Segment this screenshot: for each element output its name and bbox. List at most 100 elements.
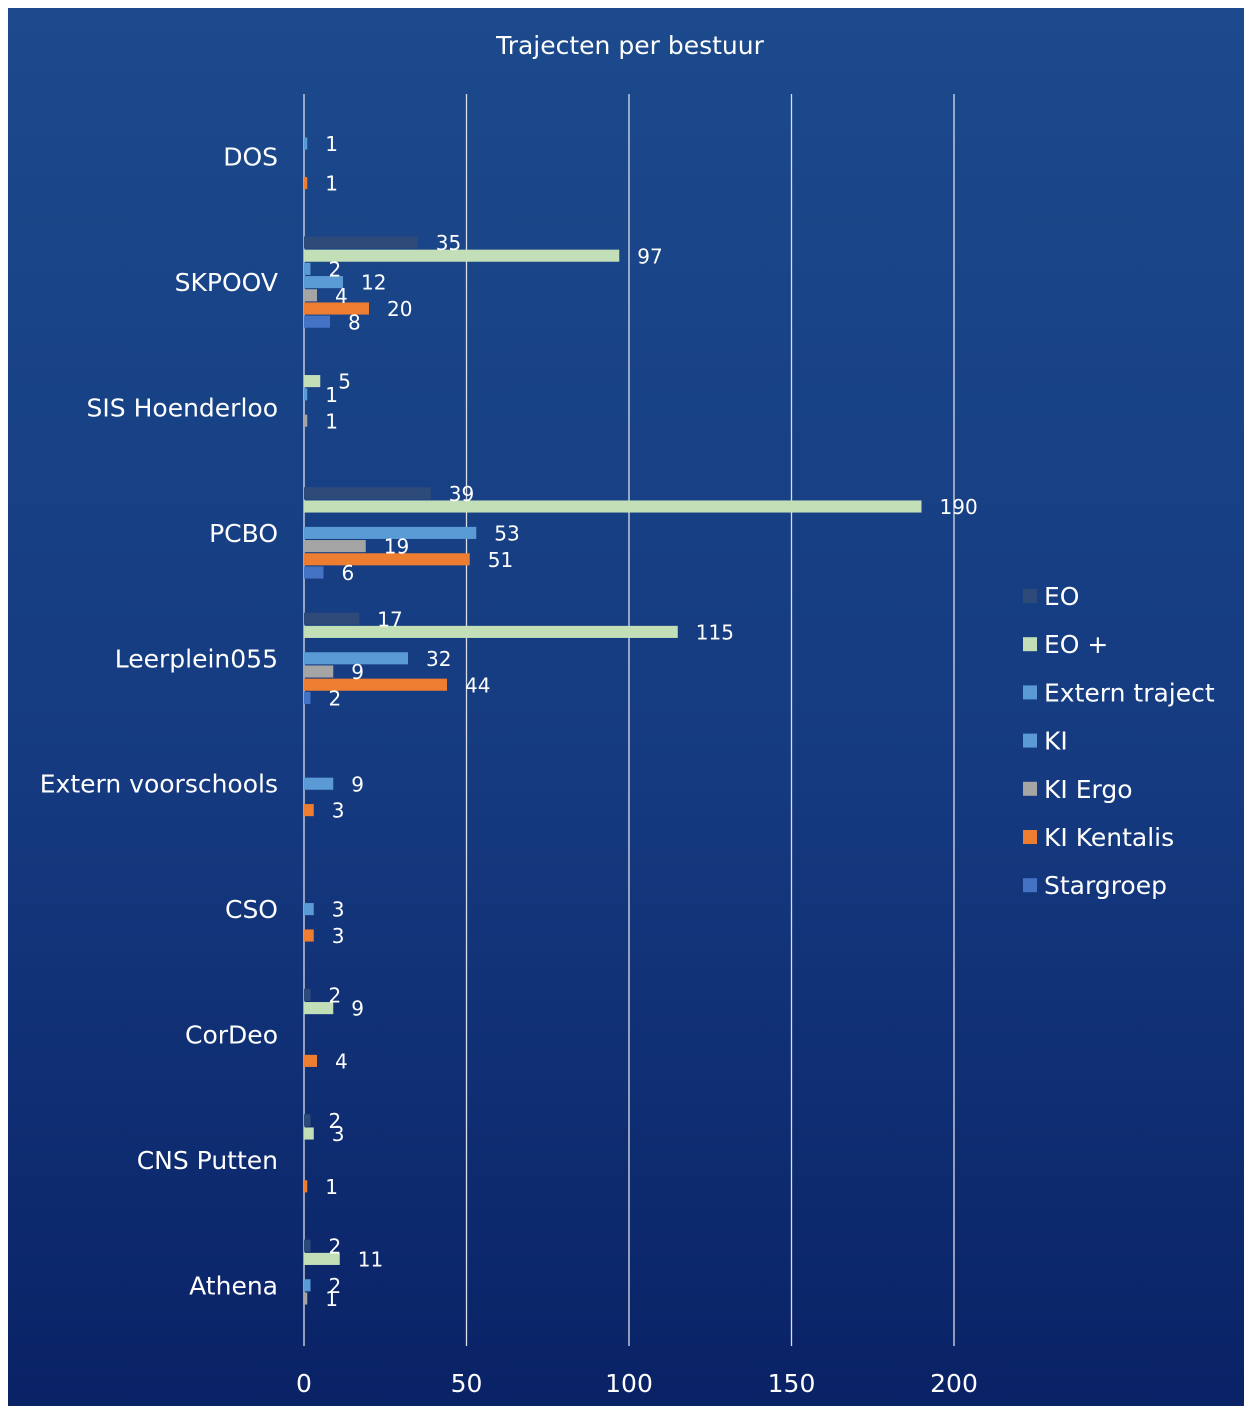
data-label-skpoov-ki-kentalis: 20 xyxy=(387,297,412,321)
data-label-athena-eo: 2 xyxy=(329,1234,342,1258)
bar-dos-ki-kentalis xyxy=(304,177,308,190)
data-label-leerplein055-stargroep: 2 xyxy=(329,686,342,710)
bar-athena-ki-ergo xyxy=(304,1292,308,1305)
data-label-pcbo-stargroep: 6 xyxy=(342,561,355,585)
data-label-sis-hoenderloo-extern-traject: 1 xyxy=(325,383,338,407)
bar-sis-hoenderloo-extern-traject xyxy=(304,388,308,401)
category-label-pcbo: PCBO xyxy=(209,519,278,548)
legend-swatch-ki xyxy=(1023,733,1037,748)
category-label-sis-hoenderloo: SIS Hoenderloo xyxy=(87,394,278,423)
category-labels: DOS SKPOOV SIS Hoenderloo PCBO Leerplein055 E… xyxy=(40,143,278,1301)
bar-leerplein055-ki xyxy=(304,652,408,665)
legend-swatch-ki-ergo xyxy=(1023,781,1037,796)
category-label-skpoov: SKPOOV xyxy=(175,268,278,297)
data-label-dos-ki-kentalis: 1 xyxy=(325,172,338,196)
legend-label-eo: EO + xyxy=(1044,630,1108,659)
bar-dos-extern-traject xyxy=(304,137,308,150)
data-label-leerplein055-ki: 32 xyxy=(426,647,451,671)
data-label-leerplein055-ki-ergo: 9 xyxy=(351,660,364,684)
legend-swatch-eo xyxy=(1023,589,1037,603)
data-label-skpoov-ki: 12 xyxy=(361,271,386,295)
bar-cso-ki-kentalis xyxy=(304,929,314,942)
legend: EO EO + Extern traject KI KI Ergo KI Kentalis… xyxy=(1023,582,1215,900)
legend-label-stargroep: Stargroep xyxy=(1044,871,1167,900)
data-label-skpoov-eo: 35 xyxy=(436,231,461,255)
bar-pcbo-eo xyxy=(304,500,922,513)
data-label-cso-ki-kentalis: 3 xyxy=(332,924,345,948)
category-label-dos: DOS xyxy=(223,143,278,172)
bar-skpoov-ki-kentalis xyxy=(304,302,369,315)
data-label-leerplein055-eo: 115 xyxy=(696,620,734,644)
bars xyxy=(304,137,922,1305)
data-label-skpoov-eo: 97 xyxy=(637,244,662,268)
category-label-cns-putten: CNS Putten xyxy=(137,1146,278,1175)
data-label-skpoov-stargroep: 8 xyxy=(348,310,361,334)
data-label-cns-putten-eo: 3 xyxy=(332,1122,345,1146)
bar-skpoov-stargroep xyxy=(304,315,330,328)
chart-title: Trajecten per bestuur xyxy=(495,31,764,60)
data-label-sis-hoenderloo-eo: 5 xyxy=(338,370,351,394)
data-label-leerplein055-eo: 17 xyxy=(377,607,402,631)
bar-cns-putten-eo xyxy=(304,1127,314,1140)
data-label-athena-ki-ergo: 1 xyxy=(325,1287,338,1311)
bar-pcbo-ki-ergo xyxy=(304,540,366,553)
data-label-pcbo-eo: 39 xyxy=(449,482,474,506)
data-label-cordeo-ki-kentalis: 4 xyxy=(335,1049,348,1073)
legend-swatch-ki-kentalis xyxy=(1023,830,1037,844)
bar-extern-voorschools-ki-kentalis xyxy=(304,804,314,817)
legend-swatch-stargroep xyxy=(1023,878,1037,893)
legend-label-eo: EO xyxy=(1044,582,1079,611)
data-label-athena-eo: 11 xyxy=(358,1247,383,1271)
bar-sis-hoenderloo-ki-ergo xyxy=(304,414,308,427)
data-label-athena-ki: 2 xyxy=(329,1274,342,1298)
bar-cordeo-ki-kentalis xyxy=(304,1054,317,1067)
data-label-cso-ki: 3 xyxy=(332,898,345,922)
data-label-pcbo-eo: 190 xyxy=(940,495,978,519)
bar-pcbo-ki xyxy=(304,526,477,539)
data-label-cns-putten-eo: 2 xyxy=(329,1109,342,1133)
chart-background xyxy=(8,8,1244,1406)
bar-athena-ki xyxy=(304,1279,311,1292)
bar-pcbo-eo xyxy=(304,487,431,500)
bar-pcbo-ki-kentalis xyxy=(304,553,470,566)
x-tick-label-100: 100 xyxy=(605,1369,653,1398)
bar-cordeo-eo xyxy=(304,1002,334,1015)
data-label-extern-voorschools-ki: 9 xyxy=(351,772,364,796)
bar-leerplein055-eo xyxy=(304,625,678,638)
legend-swatch-extern-traject xyxy=(1023,685,1037,700)
bar-cordeo-eo xyxy=(304,988,311,1001)
bar-cns-putten-eo xyxy=(304,1114,311,1127)
data-label-cns-putten-ki-kentalis: 1 xyxy=(325,1175,338,1199)
data-label-pcbo-ki-kentalis: 51 xyxy=(488,548,513,572)
category-label-cso: CSO xyxy=(225,895,278,924)
category-label-athena: Athena xyxy=(189,1271,278,1300)
bar-cso-ki xyxy=(304,903,314,916)
data-label-extern-voorschools-ki-kentalis: 3 xyxy=(332,799,345,823)
data-labels: 1135972124208511391905319516171153294429… xyxy=(325,132,977,1311)
category-label-extern-voorschools: Extern voorschools xyxy=(40,770,278,799)
bar-leerplein055-stargroep xyxy=(304,691,311,704)
legend-label-ki: KI xyxy=(1044,727,1068,756)
x-tick-label-50: 50 xyxy=(451,1369,483,1398)
data-label-sis-hoenderloo-ki-ergo: 1 xyxy=(325,409,338,433)
data-label-cordeo-eo: 9 xyxy=(351,997,364,1021)
x-tick-label-200: 200 xyxy=(930,1369,978,1398)
legend-label-extern-traject: Extern traject xyxy=(1044,678,1215,707)
x-tick-label-150: 150 xyxy=(768,1369,816,1398)
bar-cns-putten-ki-kentalis xyxy=(304,1180,308,1193)
data-label-dos-extern-traject: 1 xyxy=(325,132,338,156)
bar-extern-voorschools-ki xyxy=(304,777,334,790)
legend-swatch-eo xyxy=(1023,637,1037,652)
bar-sis-hoenderloo-eo xyxy=(304,375,321,388)
bar-pcbo-stargroep xyxy=(304,566,324,579)
data-label-leerplein055-ki-kentalis: 44 xyxy=(465,673,490,697)
bar-athena-eo xyxy=(304,1252,340,1265)
bar-athena-eo xyxy=(304,1239,311,1252)
data-label-skpoov-extern-traject: 2 xyxy=(329,257,342,281)
legend-label-ki-kentalis: KI Kentalis xyxy=(1044,823,1174,852)
category-label-leerplein055: Leerplein055 xyxy=(115,644,278,673)
x-axis-tick-labels: 0 50 100 150 200 xyxy=(296,1369,978,1398)
bar-leerplein055-ki-kentalis xyxy=(304,678,447,691)
